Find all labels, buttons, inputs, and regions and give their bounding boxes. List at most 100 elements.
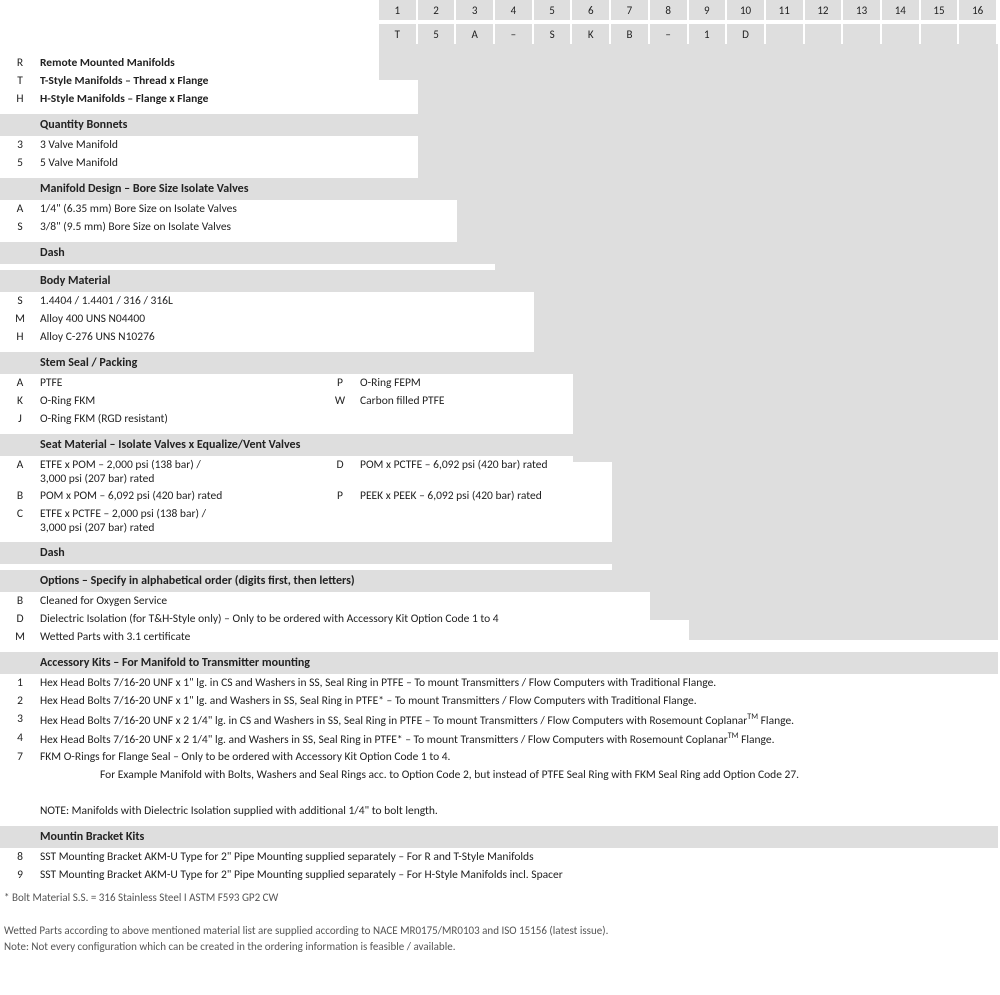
- option-code: J: [0, 411, 40, 426]
- option-desc: H-Style Manifolds – Flange x Flange: [40, 91, 418, 106]
- header-cell: K: [572, 24, 609, 44]
- option-code: 3: [0, 137, 40, 152]
- section-header: Manifold Design – Bore Size Isolate Valv…: [0, 178, 495, 200]
- option-row: MWetted Parts with 3.1 certificate: [0, 628, 998, 646]
- option-code: B: [0, 593, 40, 608]
- option-desc: NOTE: Manifolds with Dielectric Isolatio…: [40, 803, 998, 818]
- option-desc: Hex Head Bolts 7/16-20 UNF x 1" lg. in C…: [40, 675, 998, 690]
- option-code: H: [0, 329, 40, 344]
- option-code: [320, 506, 360, 507]
- section-seat: Seat Material – Isolate Valves x Equaliz…: [0, 428, 1000, 536]
- option-row: 1Hex Head Bolts 7/16-20 UNF x 1" lg. in …: [0, 674, 998, 692]
- header-cell: 14: [882, 0, 919, 20]
- section-header: Options – Specify in alphabetical order …: [0, 570, 998, 592]
- option-code: R: [0, 55, 40, 70]
- option-row: CETFE x PCTFE – 2,000 psi (138 bar) / 3,…: [0, 505, 650, 536]
- option-desc: For Example Manifold with Bolts, Washers…: [40, 767, 998, 782]
- option-code: 9: [0, 867, 40, 882]
- header-cell: 13: [843, 0, 880, 20]
- option-code: B: [0, 488, 40, 503]
- header-cell: –: [495, 24, 532, 44]
- option-row: S1.4404 / 1.4401 / 316 / 316L: [0, 292, 573, 310]
- option-row: 2Hex Head Bolts 7/16-20 UNF x 1" lg. and…: [0, 692, 998, 710]
- option-code: T: [0, 73, 40, 88]
- option-row: 55 Valve Manifold: [0, 154, 457, 172]
- option-desc: 3/8" (9.5 mm) Bore Size on Isolate Valve…: [40, 219, 495, 234]
- option-desc: 5 Valve Manifold: [40, 155, 457, 170]
- option-desc: [40, 785, 998, 786]
- option-row: HAlloy C-276 UNS N10276: [0, 328, 573, 346]
- option-desc: Alloy 400 UNS N04400: [40, 311, 573, 326]
- option-row: RRemote Mounted Manifolds: [0, 54, 418, 72]
- section-options: Options – Specify in alphabetical order …: [0, 564, 1000, 646]
- option-code: C: [0, 506, 40, 535]
- section-header: Dash: [0, 542, 689, 564]
- header-cell: 4: [495, 0, 532, 20]
- option-code: S: [0, 219, 40, 234]
- section-bore: Manifold Design – Bore Size Isolate Valv…: [0, 172, 1000, 236]
- option-row: DDielectric Isolation (for T&H-Style onl…: [0, 610, 998, 628]
- option-code: M: [0, 629, 40, 644]
- option-code: [0, 803, 40, 804]
- option-row: 4Hex Head Bolts 7/16-20 UNF x 2 1/4" lg.…: [0, 729, 998, 748]
- option-code: [0, 785, 40, 786]
- header-cell: 11: [766, 0, 803, 20]
- ordering-chart: 12345678910111213141516 T5A–SKB–1D RRemo…: [0, 0, 1000, 962]
- section-header: Body Material: [0, 270, 573, 292]
- option-row: AETFE x POM – 2,000 psi (138 bar) / 3,00…: [0, 456, 650, 487]
- header-cell: 9: [689, 0, 726, 20]
- option-row: JO-Ring FKM (RGD resistant): [0, 410, 612, 428]
- section-header: Stem Seal / Packing: [0, 352, 612, 374]
- header-cell: 3: [456, 0, 493, 20]
- option-code: 5: [0, 155, 40, 170]
- option-desc: T-Style Manifolds – Thread x Flange: [40, 73, 418, 88]
- header-cell: S: [534, 24, 571, 44]
- option-row: 9SST Mounting Bracket AKM-U Type for 2" …: [0, 866, 998, 884]
- option-row: BPOM x POM – 6,092 psi (420 bar) ratedPP…: [0, 487, 650, 505]
- option-desc: Hex Head Bolts 7/16-20 UNF x 1" lg. and …: [40, 693, 998, 708]
- option-desc: PTFE: [40, 375, 320, 390]
- option-desc: O-Ring FKM: [40, 393, 320, 408]
- option-code: A: [0, 457, 40, 486]
- section-manifold_type: RRemote Mounted ManifoldsTT-Style Manifo…: [0, 54, 1000, 108]
- option-desc: SST Mounting Bracket AKM-U Type for 2" P…: [40, 849, 998, 864]
- column-number-row: 12345678910111213141516: [0, 0, 1000, 20]
- option-desc: Carbon filled PTFE: [360, 393, 612, 408]
- header-cell: [766, 24, 803, 44]
- section-qty_bonnets: Quantity Bonnets33 Valve Manifold55 Valv…: [0, 108, 1000, 172]
- header-cell: 1: [379, 0, 416, 20]
- option-row: NOTE: Manifolds with Dielectric Isolatio…: [0, 802, 998, 820]
- footnote-line: [4, 906, 996, 923]
- section-header: Accessory Kits – For Manifold to Transmi…: [0, 652, 998, 674]
- section-body: Body MaterialS1.4404 / 1.4401 / 316 / 31…: [0, 264, 1000, 346]
- section-dash2: Dash: [0, 536, 1000, 564]
- header-cell: 10: [727, 0, 764, 20]
- option-code: P: [320, 375, 360, 390]
- option-code: D: [0, 611, 40, 626]
- header-cell: B: [611, 24, 648, 44]
- header-cell: 1: [689, 24, 726, 44]
- header-cell: [959, 24, 996, 44]
- option-code: 3: [0, 711, 40, 726]
- section-header: Seat Material – Isolate Valves x Equaliz…: [0, 434, 650, 456]
- header-cell: 12: [805, 0, 842, 20]
- option-desc: Wetted Parts with 3.1 certificate: [40, 629, 998, 644]
- option-desc: [360, 506, 650, 507]
- header-cell: T: [379, 24, 416, 44]
- option-desc: 1/4" (6.35 mm) Bore Size on Isolate Valv…: [40, 201, 495, 216]
- option-code: [320, 411, 360, 412]
- option-row: MAlloy 400 UNS N04400: [0, 310, 573, 328]
- section-header: Quantity Bonnets: [0, 114, 457, 136]
- option-row: 8SST Mounting Bracket AKM-U Type for 2" …: [0, 848, 998, 866]
- option-code: 1: [0, 675, 40, 690]
- section-acckits: Accessory Kits – For Manifold to Transmi…: [0, 646, 1000, 820]
- header-cell: 8: [650, 0, 687, 20]
- header-cell: 6: [572, 0, 609, 20]
- header-cell: 7: [611, 0, 648, 20]
- option-row: TT-Style Manifolds – Thread x Flange: [0, 72, 418, 90]
- header-cell: 15: [921, 0, 958, 20]
- option-desc: Remote Mounted Manifolds: [40, 55, 418, 70]
- section-header: Dash: [0, 242, 534, 264]
- section-dash1: Dash: [0, 236, 1000, 264]
- option-desc: 3 Valve Manifold: [40, 137, 457, 152]
